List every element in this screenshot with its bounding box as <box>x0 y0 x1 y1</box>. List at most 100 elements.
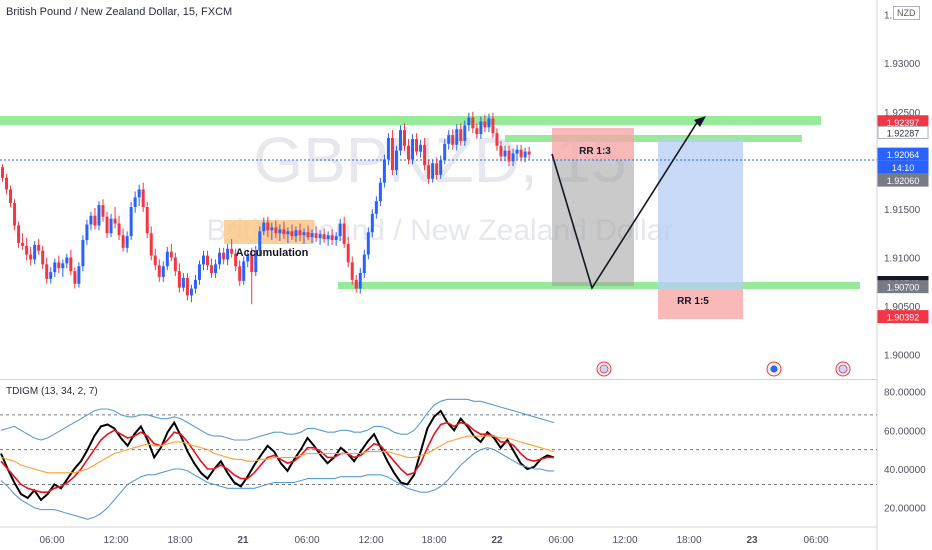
time-axis[interactable]: 06:00 12:00 18:00 21 06:00 12:00 18:00 22 06:00 1… <box>39 535 828 546</box>
price-tag-label: 14:10 <box>892 163 915 173</box>
candle-body <box>350 262 354 280</box>
indicator-series-line <box>0 398 555 441</box>
candle-body <box>29 254 33 260</box>
candle-body <box>326 235 330 240</box>
candle-body <box>210 265 214 274</box>
candle-body <box>177 271 181 288</box>
price-tag <box>877 310 929 324</box>
time-tick-label: 12:00 <box>358 535 383 546</box>
candle-body <box>390 137 394 171</box>
candle-body <box>366 232 370 255</box>
short-rr-target[interactable] <box>552 160 634 286</box>
candle-body <box>354 279 358 289</box>
candle-body <box>459 129 463 141</box>
candle-body <box>230 248 234 254</box>
short-rr-stop[interactable] <box>552 128 634 160</box>
candle-body <box>314 233 318 239</box>
target-zone[interactable] <box>505 135 802 142</box>
indicator-title[interactable]: TDIGM (13, 34, 2, 7) <box>6 386 98 397</box>
candle-body <box>226 248 230 260</box>
candle-body <box>258 231 262 251</box>
candle-body <box>338 223 342 237</box>
candle-body <box>61 263 65 269</box>
rr-short-label: RR 1:3 <box>579 146 611 157</box>
candle-body <box>57 262 61 269</box>
candle-body <box>298 230 302 236</box>
candle-body <box>411 138 415 160</box>
time-tick-label: 18:00 <box>421 535 446 546</box>
symbol-title[interactable]: British Pound / New Zealand Dollar, 15, … <box>6 6 233 18</box>
candle-body <box>362 254 366 274</box>
indicator-series-line <box>0 435 555 474</box>
indicator-axis[interactable]: 80.00000 60.00000 40.00000 20.00000 <box>884 388 926 515</box>
candle-body <box>415 138 419 152</box>
candle-body <box>370 213 374 233</box>
candle-body <box>479 121 483 135</box>
time-tick-label: 18:00 <box>167 535 192 546</box>
candle-body <box>374 201 378 214</box>
price-tag-label: 1.92060 <box>887 176 920 186</box>
candle-body <box>455 129 459 145</box>
candle-body <box>149 233 153 256</box>
candle-body <box>306 232 310 238</box>
candle-body <box>169 251 173 258</box>
indicator-tick-label: 40.00000 <box>884 465 926 476</box>
candle-body <box>165 251 169 267</box>
candle-body <box>181 277 185 288</box>
candle-body <box>302 232 306 236</box>
candle-body <box>254 250 258 273</box>
time-tick-label: 22 <box>491 535 503 546</box>
candle-body <box>202 255 205 265</box>
event-flag-icon[interactable] <box>835 361 851 377</box>
candle-body <box>499 145 503 157</box>
candle-body <box>222 252 226 260</box>
long-rr-target[interactable] <box>658 139 743 289</box>
resistance-zone[interactable] <box>0 116 821 125</box>
candle-body <box>463 125 467 141</box>
price-tick-label: 1.91500 <box>884 205 921 216</box>
price-tag <box>877 280 929 294</box>
candle-body <box>439 160 443 175</box>
accumulation-label: Accumulation <box>236 247 309 259</box>
candle-body <box>358 273 362 289</box>
price-tag-label: 1.92287 <box>887 128 920 138</box>
event-flag-icon[interactable] <box>596 361 612 377</box>
time-tick-label: 06:00 <box>803 535 828 546</box>
candle-body <box>378 182 382 202</box>
price-tick-label: 1.90500 <box>884 302 921 313</box>
time-tick-label: 18:00 <box>676 535 701 546</box>
event-flag-icon[interactable] <box>766 361 782 377</box>
candle-body <box>238 266 242 281</box>
candle-body <box>9 189 13 204</box>
candle-body <box>431 163 435 179</box>
candle-body <box>334 236 338 241</box>
time-tick-label: 06:00 <box>39 535 64 546</box>
indicator-tick-label: 80.00000 <box>884 388 926 399</box>
candle-body <box>286 231 290 235</box>
price-tag <box>877 125 929 139</box>
price-tag <box>877 173 929 187</box>
candle-body <box>185 277 189 296</box>
pane-separator[interactable] <box>0 379 877 380</box>
long-rr-stop[interactable] <box>658 289 743 319</box>
price-tag <box>877 147 929 161</box>
indicator-tick-label: 20.00000 <box>884 504 926 515</box>
candle-body <box>467 117 471 126</box>
currency-badge[interactable]: NZD <box>893 6 920 20</box>
candle-body <box>515 149 519 154</box>
price-tick-label: 1.90000 <box>884 351 921 362</box>
candle-body <box>403 130 406 146</box>
indicator-tick-label: 60.00000 <box>884 426 926 437</box>
candle-body <box>471 117 475 129</box>
candle-body <box>487 118 491 128</box>
drawings-layer[interactable] <box>0 116 860 319</box>
candle-body <box>435 163 439 175</box>
candle-body <box>33 244 37 260</box>
candle-body <box>386 137 390 160</box>
candle-body <box>419 144 423 152</box>
candle-body <box>511 153 515 162</box>
candle-body <box>394 150 398 171</box>
candle-body <box>491 118 495 134</box>
candle-body <box>21 242 25 246</box>
